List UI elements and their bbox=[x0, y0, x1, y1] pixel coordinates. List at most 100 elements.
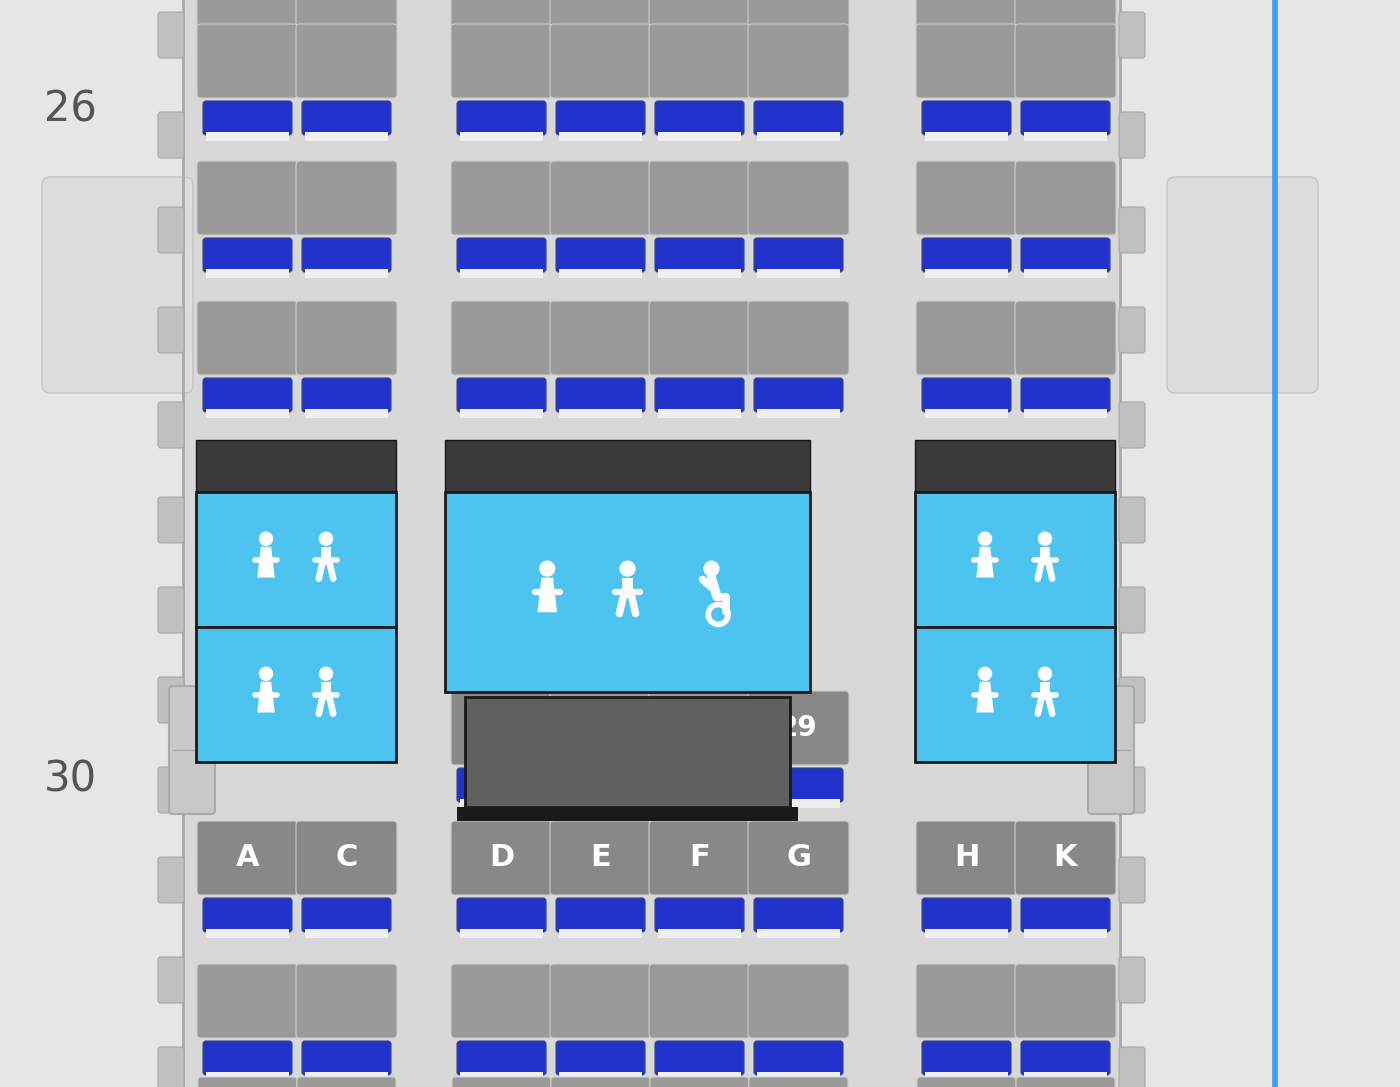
FancyBboxPatch shape bbox=[1021, 101, 1110, 135]
Text: 29: 29 bbox=[482, 714, 521, 742]
FancyBboxPatch shape bbox=[302, 378, 391, 412]
FancyBboxPatch shape bbox=[916, 161, 1016, 235]
FancyBboxPatch shape bbox=[1015, 301, 1116, 375]
FancyBboxPatch shape bbox=[456, 378, 546, 412]
FancyBboxPatch shape bbox=[650, 1077, 749, 1087]
FancyBboxPatch shape bbox=[452, 1077, 552, 1087]
Bar bbox=[757, 1072, 840, 1080]
Circle shape bbox=[703, 561, 720, 577]
FancyBboxPatch shape bbox=[158, 1047, 183, 1087]
FancyBboxPatch shape bbox=[1021, 238, 1110, 272]
Polygon shape bbox=[258, 547, 274, 577]
FancyBboxPatch shape bbox=[755, 1041, 843, 1075]
Circle shape bbox=[539, 561, 556, 577]
FancyBboxPatch shape bbox=[158, 767, 183, 813]
FancyBboxPatch shape bbox=[456, 101, 546, 135]
Bar bbox=[1023, 929, 1107, 938]
FancyBboxPatch shape bbox=[1119, 497, 1145, 544]
FancyBboxPatch shape bbox=[295, 24, 398, 98]
FancyBboxPatch shape bbox=[1015, 161, 1116, 235]
Circle shape bbox=[977, 532, 993, 546]
FancyBboxPatch shape bbox=[550, 0, 651, 40]
Bar bbox=[456, 807, 798, 821]
Text: C: C bbox=[336, 844, 357, 873]
Bar bbox=[305, 74, 388, 83]
Polygon shape bbox=[258, 682, 274, 712]
Bar bbox=[321, 547, 330, 565]
FancyBboxPatch shape bbox=[197, 1077, 297, 1087]
FancyBboxPatch shape bbox=[550, 161, 651, 235]
Circle shape bbox=[1037, 666, 1053, 680]
Bar bbox=[559, 799, 643, 808]
FancyBboxPatch shape bbox=[451, 821, 552, 895]
FancyBboxPatch shape bbox=[1119, 307, 1145, 353]
Polygon shape bbox=[538, 577, 557, 612]
FancyBboxPatch shape bbox=[197, 821, 298, 895]
FancyBboxPatch shape bbox=[451, 24, 552, 98]
FancyBboxPatch shape bbox=[203, 101, 293, 135]
FancyBboxPatch shape bbox=[650, 821, 750, 895]
Circle shape bbox=[977, 666, 993, 680]
FancyBboxPatch shape bbox=[302, 1041, 391, 1075]
Bar bbox=[925, 929, 1008, 938]
FancyBboxPatch shape bbox=[456, 43, 546, 77]
FancyBboxPatch shape bbox=[755, 238, 843, 272]
FancyBboxPatch shape bbox=[916, 821, 1016, 895]
Bar bbox=[1023, 1072, 1107, 1080]
Bar bbox=[206, 929, 288, 938]
Text: H: H bbox=[953, 844, 979, 873]
FancyBboxPatch shape bbox=[203, 898, 293, 932]
FancyBboxPatch shape bbox=[297, 1077, 396, 1087]
Bar bbox=[1023, 74, 1107, 83]
Bar bbox=[461, 74, 543, 83]
Bar bbox=[757, 268, 840, 278]
FancyBboxPatch shape bbox=[1015, 964, 1116, 1038]
FancyBboxPatch shape bbox=[556, 238, 645, 272]
FancyBboxPatch shape bbox=[1021, 898, 1110, 932]
FancyBboxPatch shape bbox=[1119, 207, 1145, 253]
FancyBboxPatch shape bbox=[550, 301, 651, 375]
FancyBboxPatch shape bbox=[1021, 43, 1110, 77]
Bar bbox=[1040, 547, 1050, 565]
Bar bbox=[559, 132, 643, 141]
FancyBboxPatch shape bbox=[169, 686, 216, 814]
Text: G: G bbox=[785, 844, 811, 873]
Bar bbox=[658, 929, 741, 938]
FancyBboxPatch shape bbox=[1119, 12, 1145, 58]
FancyBboxPatch shape bbox=[1119, 857, 1145, 903]
FancyBboxPatch shape bbox=[295, 0, 398, 40]
Circle shape bbox=[1037, 532, 1053, 546]
Bar bbox=[658, 409, 741, 418]
Bar bbox=[461, 268, 543, 278]
FancyBboxPatch shape bbox=[203, 1041, 293, 1075]
Text: D: D bbox=[489, 844, 514, 873]
Polygon shape bbox=[976, 547, 994, 577]
FancyBboxPatch shape bbox=[1015, 0, 1116, 40]
FancyBboxPatch shape bbox=[556, 43, 645, 77]
FancyBboxPatch shape bbox=[158, 497, 183, 544]
Bar bbox=[658, 132, 741, 141]
FancyBboxPatch shape bbox=[650, 0, 750, 40]
FancyBboxPatch shape bbox=[1119, 112, 1145, 158]
Bar bbox=[1119, 0, 1400, 1087]
Circle shape bbox=[319, 666, 333, 680]
Polygon shape bbox=[976, 682, 994, 712]
FancyBboxPatch shape bbox=[197, 24, 298, 98]
Bar bbox=[461, 799, 543, 808]
FancyBboxPatch shape bbox=[158, 207, 183, 253]
Bar bbox=[1040, 682, 1050, 700]
FancyBboxPatch shape bbox=[42, 177, 193, 393]
Bar bbox=[925, 409, 1008, 418]
FancyBboxPatch shape bbox=[295, 821, 398, 895]
FancyBboxPatch shape bbox=[748, 964, 848, 1038]
FancyBboxPatch shape bbox=[203, 378, 293, 412]
FancyBboxPatch shape bbox=[1021, 378, 1110, 412]
FancyBboxPatch shape bbox=[923, 898, 1011, 932]
Circle shape bbox=[259, 532, 273, 546]
FancyBboxPatch shape bbox=[749, 1077, 848, 1087]
FancyBboxPatch shape bbox=[650, 691, 750, 765]
Bar bbox=[622, 577, 633, 598]
Bar bbox=[196, 627, 396, 762]
FancyBboxPatch shape bbox=[655, 1041, 743, 1075]
Bar bbox=[757, 74, 840, 83]
